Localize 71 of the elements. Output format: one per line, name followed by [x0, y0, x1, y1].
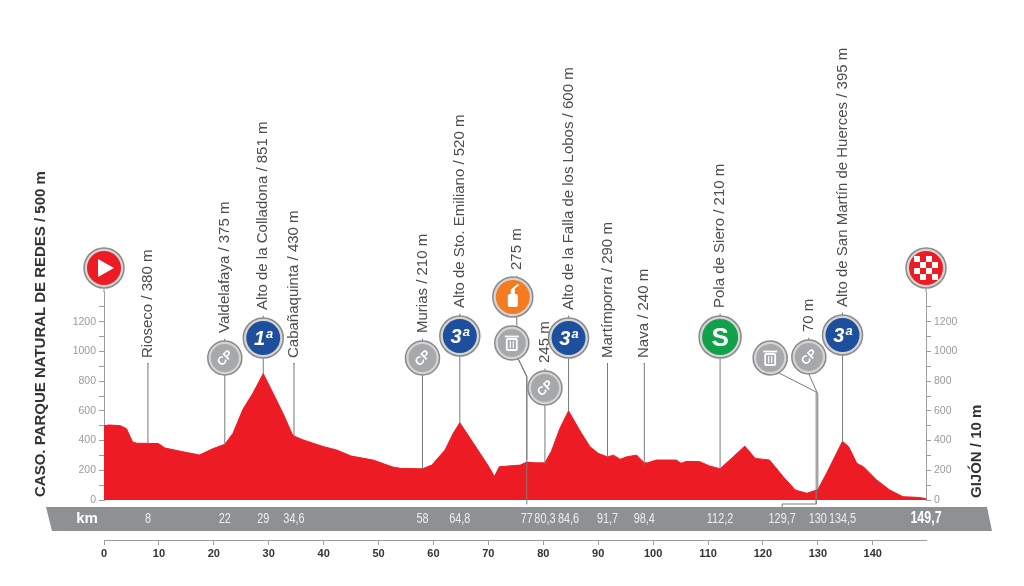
x2-tick-label: 77 — [520, 510, 533, 527]
x2-tick-label: 134,5 — [828, 510, 857, 527]
annotation: 3ª — [559, 327, 579, 349]
x-tick-label: 80 — [537, 546, 550, 559]
x-tick-label: 10 — [152, 546, 166, 559]
annotation: 129,7 — [768, 510, 796, 527]
annotation: S — [711, 322, 729, 352]
y-tick-label: 600 — [78, 403, 97, 416]
y-tick-label: 1200 — [72, 314, 97, 327]
x2-tick-label: 80,3 — [534, 510, 556, 527]
annotation: Rioseco / 380 m — [138, 249, 156, 358]
x-tick-label: 120 — [753, 546, 773, 559]
annotation: 3ª — [450, 325, 470, 347]
y-tick-label: 800 — [78, 374, 97, 387]
x2-tick-label: 64,8 — [449, 510, 471, 527]
annotation: Cabañaquinta / 430 m — [284, 210, 302, 358]
x2-tick-label: 29 — [257, 510, 270, 527]
y-tick-label: 200 — [78, 463, 97, 476]
annotation: CP — [534, 377, 556, 399]
x2-tick-label: 98,4 — [633, 510, 655, 527]
x-tick-label: 60 — [427, 546, 440, 559]
annotation: CP — [797, 346, 820, 368]
annotation: 3ª — [833, 324, 853, 346]
annotation: Alto de la Falla de los Lobos / 600 m — [558, 67, 576, 310]
x-tick-label: 70 — [482, 546, 495, 559]
x-tick-label: 110 — [699, 546, 717, 559]
y2-tick-label: 600 — [934, 403, 952, 416]
annotation: Alto de San Martín de Huerces / 395 m — [832, 47, 850, 307]
x2-tick-label: 91,7 — [596, 510, 619, 527]
x2-tick-label: 130 — [808, 510, 827, 527]
y-tick-label: 1000 — [72, 344, 97, 357]
y-tick-label: 400 — [78, 433, 97, 446]
x-tick-label: 130 — [808, 546, 828, 559]
y-tick-label: 0 — [90, 492, 97, 505]
x-tick-label: 100 — [643, 546, 663, 559]
x-tick-label: 30 — [262, 546, 275, 559]
x2-tick-label: 112,2 — [706, 510, 734, 527]
y2-tick-label: 0 — [934, 492, 940, 505]
x2-tick-label: 149,7 — [910, 508, 942, 527]
y2-tick-label: 800 — [934, 374, 952, 387]
x-tick-label: 40 — [317, 546, 330, 559]
x2-tick-label: 84,6 — [557, 510, 580, 527]
annotation: Valdelafaya / 375 m — [214, 201, 232, 333]
x-tick-label: 140 — [863, 546, 882, 559]
y2-tick-label: 1000 — [934, 344, 958, 357]
annotation: Nava / 240 m — [634, 268, 652, 358]
y2-tick-label: 200 — [934, 463, 952, 476]
x2-tick-label: 34,6 — [283, 510, 305, 527]
annotation: Pola de Siero / 210 m — [710, 163, 728, 308]
x2-tick-label: 22 — [218, 510, 231, 527]
annotation: Alto de la Colladona / 851 m — [253, 121, 271, 310]
y2-tick-label: 400 — [934, 433, 952, 446]
x-tick-label: 50 — [372, 546, 385, 559]
x-tick-label: 0 — [100, 546, 108, 559]
y2-tick-label: 1200 — [934, 314, 958, 327]
x-tick-label: 90 — [592, 546, 605, 559]
annotation: 70 m — [798, 298, 816, 332]
x-tick-label: 20 — [207, 546, 220, 559]
annotation: Martímporra / 290 m — [597, 222, 615, 358]
annotation: CP — [411, 347, 434, 369]
annotation: CP — [213, 347, 236, 369]
x2-tick-label: 58 — [416, 510, 429, 527]
y2-axis-title: GIJÓN / 10 m — [967, 404, 985, 498]
annotation: Alto de Sto. Emiliano / 520 m — [449, 114, 467, 308]
x2-tick-label: 8 — [144, 510, 151, 527]
y-axis-title: CASO. PARQUE NATURAL DE REDES / 500 m — [31, 171, 49, 497]
annotation: 1ª — [253, 327, 274, 349]
x2-axis-title: km — [76, 509, 98, 527]
annotation: 245 m — [535, 321, 553, 363]
annotation: Murias / 210 m — [412, 233, 430, 333]
annotation: 275 m — [506, 228, 524, 270]
